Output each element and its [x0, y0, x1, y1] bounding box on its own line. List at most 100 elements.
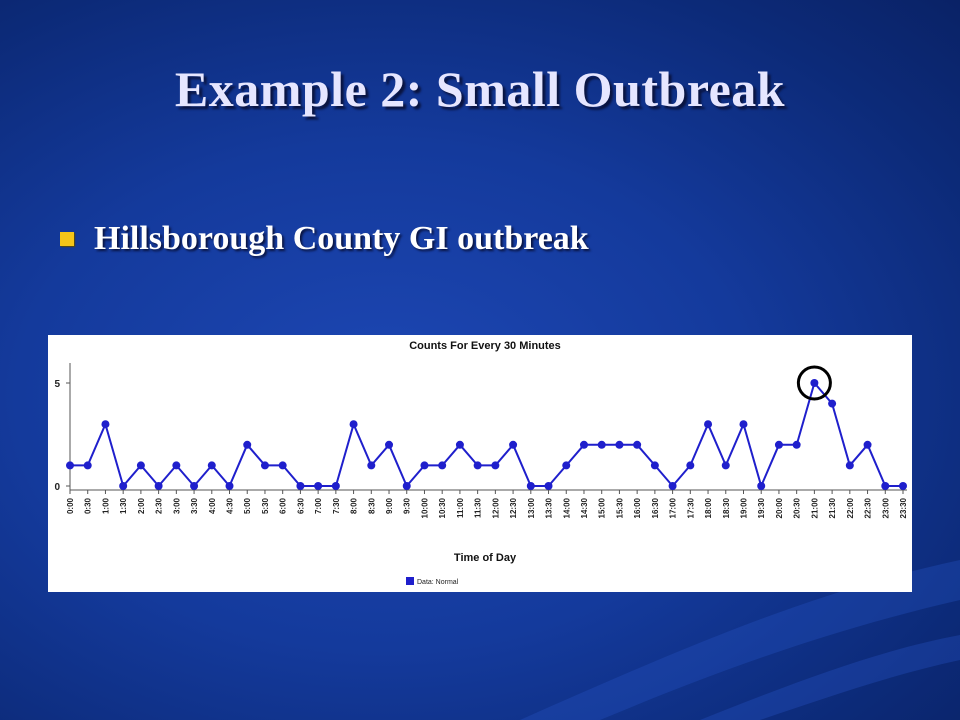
data-point	[615, 440, 624, 449]
data-point	[526, 482, 535, 490]
x-tick-label: 13:30	[545, 497, 554, 518]
x-tick-label: 4:30	[226, 497, 235, 514]
outbreak-highlight-circle	[796, 365, 832, 401]
x-tick-label: 17:30	[686, 497, 695, 518]
x-tick-label: 19:00	[739, 497, 748, 518]
data-point	[136, 461, 145, 470]
bullet-item: Hillsborough County GI outbreak	[60, 220, 589, 258]
axes	[69, 363, 907, 491]
data-point	[668, 482, 677, 490]
data-point	[739, 420, 748, 429]
data-point	[845, 461, 854, 470]
data-point	[828, 399, 837, 408]
line-chart: Counts For Every 30 Minutes 0:00 0:30 1:00…	[54, 340, 908, 586]
x-tick-label: 1:30	[119, 497, 128, 514]
x-tick-label: 14:00	[562, 497, 571, 518]
x-tick-label: 5:00	[243, 497, 252, 514]
data-point	[385, 440, 394, 449]
data-point	[243, 440, 252, 449]
data-point	[83, 461, 92, 470]
x-tick-label: 4:00	[208, 497, 217, 514]
data-point	[562, 461, 571, 470]
x-tick-label: 11:00	[456, 497, 465, 518]
data-point	[650, 461, 659, 470]
data-point	[278, 461, 287, 470]
data-point	[172, 461, 181, 470]
x-tick-label: 0:00	[66, 497, 75, 514]
data-point	[863, 440, 872, 449]
x-tick-label: 22:30	[864, 497, 873, 518]
x-tick-label: 3:00	[172, 497, 181, 514]
legend: Data: Normal	[406, 577, 459, 586]
legend-swatch	[406, 577, 414, 585]
bullet-text: Hillsborough County GI outbreak	[94, 220, 589, 257]
x-tick-label: 16:30	[651, 497, 660, 518]
data-point	[66, 461, 74, 470]
x-tick-label: 22:00	[846, 497, 855, 518]
x-tick-label: 20:30	[793, 497, 802, 518]
y-tick-label: 0	[54, 482, 60, 493]
x-tick-label: 15:00	[598, 497, 607, 518]
x-tick-label: 20:00	[775, 497, 784, 518]
x-tick-label: 2:00	[137, 497, 146, 514]
chart-panel: Counts For Every 30 Minutes 0:00 0:30 1:00…	[48, 335, 912, 592]
x-tick-label: 10:30	[438, 497, 447, 518]
x-tick-label: 19:30	[757, 497, 766, 518]
data-point	[119, 482, 128, 490]
data-point	[314, 482, 323, 490]
x-tick-label: 14:30	[580, 497, 589, 518]
data-point	[154, 482, 163, 490]
slide-title: Example 2: Small Outbreak	[174, 61, 786, 117]
x-tick-label: 21:00	[810, 497, 819, 518]
data-point	[881, 482, 890, 490]
data-point	[402, 482, 411, 490]
x-tick-label: 9:00	[385, 497, 394, 514]
data-point	[633, 440, 642, 449]
x-tick-label: 7:30	[332, 497, 341, 514]
x-tick-label: 6:30	[296, 497, 305, 514]
x-tick-label: 11:30	[474, 497, 483, 518]
data-point	[757, 482, 766, 490]
data-point	[101, 420, 110, 429]
x-tick-label: 2:30	[155, 497, 164, 514]
x-tick-label: 8:30	[367, 497, 376, 514]
x-tick-label: 13:00	[527, 497, 536, 518]
data-point	[190, 482, 199, 490]
data-point	[774, 440, 783, 449]
data-point	[207, 461, 216, 470]
x-axis-ticks: 0:00 0:30 1:00 1:30 2:00 2:30 3:00 3:30 4:00 4:30…	[66, 490, 908, 518]
x-axis-label: Time of Day	[454, 552, 517, 564]
data-point	[420, 461, 429, 470]
x-tick-label: 18:00	[704, 497, 713, 518]
x-tick-label: 3:30	[190, 497, 199, 514]
series-line	[70, 380, 903, 489]
x-tick-label: 0:30	[84, 497, 93, 514]
data-point	[899, 482, 907, 490]
data-point	[686, 461, 695, 470]
data-point	[509, 440, 518, 449]
x-tick-label: 23:30	[899, 497, 908, 518]
data-point	[260, 461, 269, 470]
data-point	[455, 440, 464, 449]
data-point	[438, 461, 447, 470]
x-tick-label: 10:00	[420, 497, 429, 518]
data-point	[225, 482, 234, 490]
legend-label: Data: Normal	[417, 579, 459, 586]
data-point	[810, 379, 819, 387]
x-tick-label: 17:00	[669, 497, 678, 518]
x-tick-label: 7:00	[314, 497, 323, 514]
x-tick-label: 23:00	[881, 497, 890, 518]
x-tick-label: 5:30	[261, 497, 270, 514]
data-point	[331, 482, 340, 490]
x-tick-label: 21:30	[828, 497, 837, 518]
y-tick-label: 5	[54, 379, 60, 390]
data-point	[296, 482, 305, 490]
data-point	[349, 420, 358, 429]
bullet-marker	[60, 232, 74, 246]
data-point	[704, 420, 713, 429]
x-tick-label: 8:00	[350, 497, 359, 514]
data-point	[367, 461, 376, 470]
data-point	[721, 461, 730, 470]
x-tick-label: 16:00	[633, 497, 642, 518]
x-tick-label: 12:00	[491, 497, 500, 518]
